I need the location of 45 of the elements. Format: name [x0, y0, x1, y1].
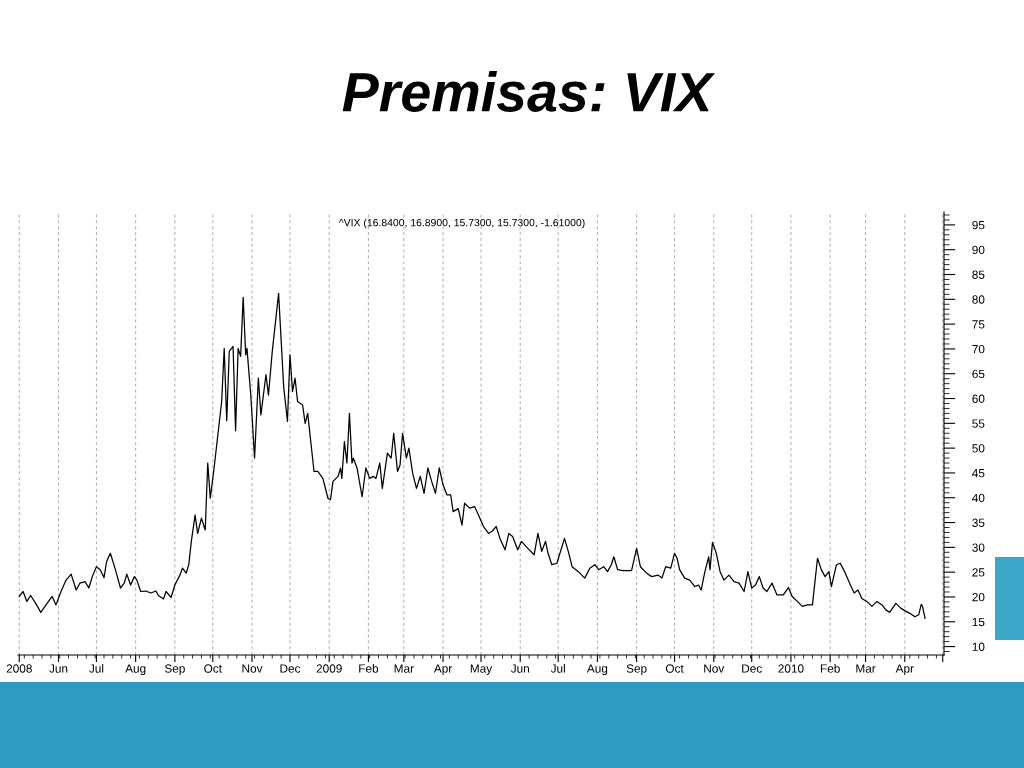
x-tick-label: Jun — [510, 664, 529, 673]
y-tick-label: 65 — [972, 369, 985, 379]
x-tick-label: Jul — [550, 664, 565, 673]
x-tick-label: Nov — [704, 664, 725, 673]
x-tick-label: Jul — [89, 664, 104, 673]
x-tick-label: Dec — [280, 664, 301, 673]
y-tick-label: 30 — [972, 543, 985, 552]
x-tick-label: Dec — [742, 664, 762, 673]
y-tick-label: 45 — [972, 469, 985, 478]
x-tick-label: Sep — [626, 664, 647, 676]
x-tick-label: Feb — [359, 664, 379, 673]
x-tick-label: Apr — [895, 664, 914, 676]
y-tick-label: 85 — [972, 270, 985, 279]
y-tick-label: 10 — [972, 642, 985, 651]
x-tick-label: Feb — [820, 664, 840, 673]
x-tick-label: 2008 — [6, 664, 32, 673]
y-tick-label: 20 — [972, 592, 985, 602]
x-tick-label: Mar — [394, 664, 414, 673]
y-tick-label: 60 — [972, 394, 985, 403]
x-tick-label: 2010 — [778, 664, 804, 673]
y-tick-label: 90 — [972, 245, 985, 255]
x-tick-label: Sep — [164, 664, 185, 676]
y-tick-label: 75 — [972, 320, 985, 329]
x-tick-label: Aug — [125, 664, 146, 676]
y-tick-label: 40 — [972, 493, 985, 503]
chart-title: Premisas: VIX — [342, 71, 716, 112]
y-tick-label: 15 — [972, 617, 985, 627]
x-tick-label: Oct — [204, 664, 222, 673]
y-tick-label: 35 — [972, 518, 985, 527]
x-tick-label: Apr — [433, 664, 453, 676]
y-tick-label: 25 — [972, 568, 985, 577]
y-tick-label: 95 — [972, 220, 985, 230]
y-tick-label: 55 — [972, 419, 985, 428]
x-tick-label: Jun — [49, 664, 68, 673]
y-tick-label: 70 — [972, 344, 985, 354]
text: ^VIX (16.8400, 16.8900, 15.7300, 15.7300, -1.61000) — [338, 218, 585, 229]
y-tick-label: 50 — [972, 444, 985, 453]
line-series — [18, 292, 926, 619]
x-tick-label: 2009 — [316, 664, 342, 673]
x-tick-label: May — [470, 664, 493, 676]
x-tick-label: Aug — [586, 664, 608, 676]
y-tick-label: 80 — [972, 295, 985, 304]
x-tick-label: Oct — [665, 664, 684, 673]
x-tick-label: Nov — [242, 664, 263, 673]
x-tick-label: Mar — [856, 664, 876, 673]
